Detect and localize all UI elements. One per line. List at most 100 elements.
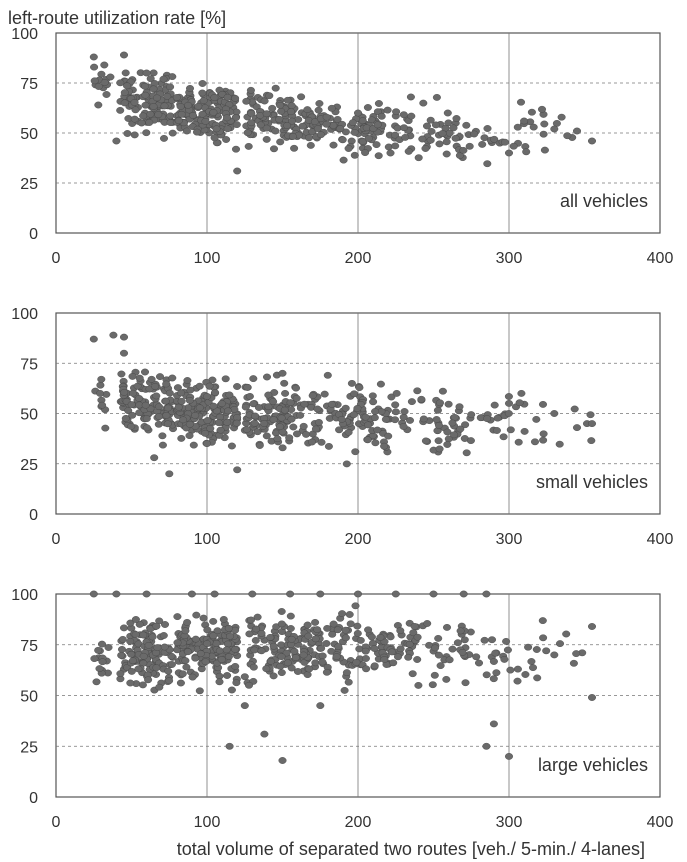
data-point — [94, 83, 103, 90]
data-point — [483, 125, 492, 132]
data-point — [500, 656, 509, 663]
data-point — [109, 331, 118, 339]
data-point — [212, 125, 221, 133]
data-point — [293, 668, 302, 675]
data-point — [432, 416, 441, 423]
data-point — [223, 640, 232, 648]
data-point — [142, 129, 151, 137]
data-point — [244, 681, 253, 689]
data-point — [299, 651, 308, 659]
data-point — [351, 602, 360, 610]
data-point — [480, 636, 489, 644]
data-point — [262, 110, 271, 118]
data-point — [451, 134, 460, 142]
data-point — [445, 129, 454, 137]
data-point — [376, 380, 385, 388]
data-point — [320, 390, 329, 398]
data-point — [242, 97, 251, 105]
data-point — [509, 142, 518, 150]
data-point — [517, 389, 526, 397]
data-point — [203, 640, 212, 647]
data-point — [289, 423, 298, 431]
data-point — [515, 399, 524, 407]
data-point — [203, 417, 212, 424]
data-point — [217, 656, 226, 663]
data-point — [177, 389, 186, 397]
data-point — [185, 85, 194, 92]
data-point — [430, 671, 439, 679]
data-point — [355, 384, 364, 391]
data-point — [396, 627, 405, 634]
data-point — [90, 63, 99, 71]
data-point — [148, 633, 157, 641]
data-point — [435, 421, 444, 429]
data-point — [90, 77, 99, 85]
data-point — [303, 621, 312, 629]
data-point — [119, 349, 128, 357]
data-point — [177, 397, 186, 405]
data-point — [142, 590, 151, 598]
data-point — [318, 652, 327, 660]
data-point — [210, 94, 219, 102]
data-point — [539, 430, 548, 438]
data-point — [290, 647, 299, 655]
data-point — [185, 432, 194, 439]
data-point — [164, 667, 173, 675]
data-point — [329, 620, 338, 628]
data-point — [119, 624, 128, 632]
data-point — [522, 148, 531, 156]
x-tick-label: 200 — [345, 250, 372, 267]
data-point — [502, 638, 511, 645]
data-point — [344, 145, 353, 152]
data-point — [513, 123, 522, 131]
data-point — [456, 425, 465, 433]
data-point — [287, 664, 296, 672]
data-point — [209, 632, 218, 640]
data-point — [89, 590, 98, 598]
data-point — [262, 432, 271, 440]
data-point — [423, 620, 432, 627]
data-point — [333, 626, 342, 634]
data-point — [438, 130, 447, 137]
data-point — [247, 119, 256, 127]
data-point — [192, 128, 201, 136]
data-point — [399, 111, 408, 119]
data-point — [222, 136, 231, 143]
data-point — [288, 117, 297, 125]
data-point — [275, 115, 284, 123]
data-point — [227, 686, 236, 694]
data-point — [311, 659, 320, 667]
data-point — [178, 670, 187, 678]
data-point — [431, 644, 440, 652]
panel-label: all vehicles — [560, 191, 648, 211]
data-point — [223, 125, 232, 133]
data-point — [436, 662, 445, 669]
data-point — [135, 621, 144, 628]
data-point — [344, 678, 353, 686]
data-point — [364, 135, 373, 142]
y-tick-label: 50 — [20, 689, 38, 706]
data-point — [151, 382, 160, 390]
data-point — [112, 590, 121, 598]
data-point — [260, 730, 269, 738]
data-point — [283, 122, 292, 129]
data-point — [224, 625, 233, 632]
data-point — [233, 466, 242, 474]
data-point — [139, 652, 148, 660]
data-point — [231, 663, 240, 670]
data-point — [128, 372, 137, 380]
data-point — [165, 677, 174, 685]
data-point — [233, 167, 242, 175]
data-point — [121, 414, 130, 422]
data-point — [130, 99, 139, 106]
data-point — [588, 137, 597, 145]
data-point — [174, 117, 183, 125]
data-point — [177, 434, 186, 442]
data-point — [165, 470, 174, 478]
data-point — [276, 138, 285, 146]
data-point — [423, 122, 432, 130]
data-point — [347, 379, 356, 387]
data-point — [505, 753, 514, 760]
data-point — [251, 637, 260, 644]
data-point — [250, 419, 259, 427]
